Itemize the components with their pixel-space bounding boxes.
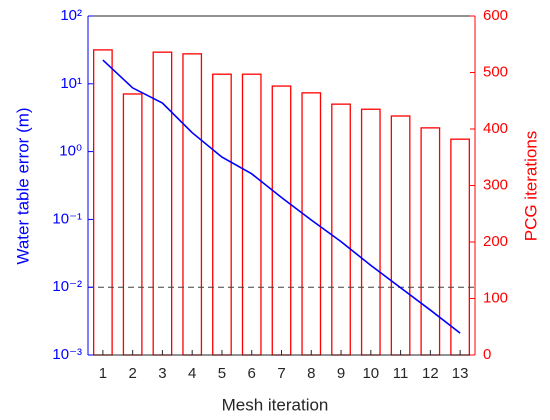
y2-tick-label: 400	[483, 120, 508, 137]
x-tick-label: 3	[158, 365, 166, 382]
x-tick-label: 9	[337, 365, 345, 382]
y2-tick-label: 300	[483, 176, 508, 193]
x-tick-label: 10	[362, 365, 379, 382]
y2-tick-label: 500	[483, 63, 508, 80]
x-tick-label: 5	[218, 365, 226, 382]
y2-tick-label: 200	[483, 233, 508, 250]
bar	[360, 108, 381, 356]
y2-tick-label: 600	[483, 7, 508, 24]
y2-tick-label: 100	[483, 289, 508, 306]
bar	[93, 49, 113, 356]
y2-tick-label: 0	[483, 346, 491, 363]
bar	[390, 115, 411, 356]
bar	[212, 73, 232, 356]
x-tick-label: 13	[452, 365, 469, 382]
y-tick-label: 10²	[60, 7, 82, 24]
bar	[420, 127, 441, 356]
y-tick-label: 10⁻¹	[52, 210, 82, 227]
y-tick-label: 10⁻³	[52, 346, 82, 363]
y-tick-label: 10¹	[60, 75, 82, 92]
bar	[271, 85, 292, 356]
x-tick-label: 8	[307, 365, 315, 382]
bar	[182, 53, 203, 356]
y-tick-label: 10⁻²	[52, 278, 82, 295]
x-tick-label: 7	[277, 365, 285, 382]
bar	[331, 103, 351, 356]
x-tick-label: 1	[99, 365, 107, 382]
y-axis-label: Water table error (m)	[13, 107, 32, 264]
x-axis-label: Mesh iteration	[222, 395, 329, 414]
x-tick-label: 11	[393, 365, 409, 382]
y-tick-label: 10⁰	[59, 143, 82, 160]
y2-axis-label: PCG iterations	[521, 131, 540, 242]
bar	[152, 51, 173, 356]
x-tick-label: 6	[248, 365, 256, 382]
x-tick-label: 2	[128, 365, 136, 382]
bar	[450, 138, 470, 356]
x-tick-label: 4	[188, 365, 196, 382]
x-tick-label: 12	[422, 365, 439, 382]
bar	[122, 93, 143, 356]
bar	[241, 73, 262, 356]
line	[102, 59, 461, 334]
